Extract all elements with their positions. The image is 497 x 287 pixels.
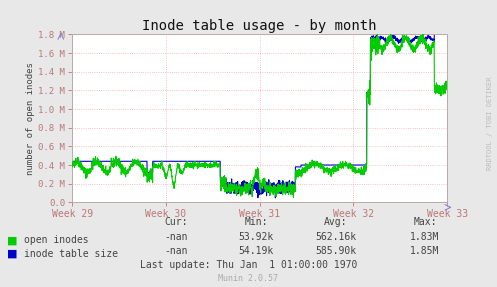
Text: 54.19k: 54.19k (239, 246, 273, 256)
Y-axis label: number of open inodes: number of open inodes (26, 62, 35, 175)
Text: RRDTOOL / TOBI OETIKER: RRDTOOL / TOBI OETIKER (487, 77, 493, 170)
Text: ■: ■ (7, 235, 18, 245)
Text: open inodes: open inodes (24, 235, 88, 245)
Text: -nan: -nan (165, 232, 188, 242)
Text: Cur:: Cur: (165, 217, 188, 227)
Text: Min:: Min: (244, 217, 268, 227)
Text: 53.92k: 53.92k (239, 232, 273, 242)
Text: Avg:: Avg: (324, 217, 347, 227)
Text: Munin 2.0.57: Munin 2.0.57 (219, 274, 278, 283)
Text: 1.85M: 1.85M (410, 246, 440, 256)
Text: 585.90k: 585.90k (315, 246, 356, 256)
Text: inode table size: inode table size (24, 249, 118, 259)
Text: Max:: Max: (413, 217, 437, 227)
Text: Last update: Thu Jan  1 01:00:00 1970: Last update: Thu Jan 1 01:00:00 1970 (140, 260, 357, 270)
Text: 562.16k: 562.16k (315, 232, 356, 242)
Text: ■: ■ (7, 249, 18, 259)
Text: -nan: -nan (165, 246, 188, 256)
Title: Inode table usage - by month: Inode table usage - by month (143, 19, 377, 33)
Text: 1.83M: 1.83M (410, 232, 440, 242)
